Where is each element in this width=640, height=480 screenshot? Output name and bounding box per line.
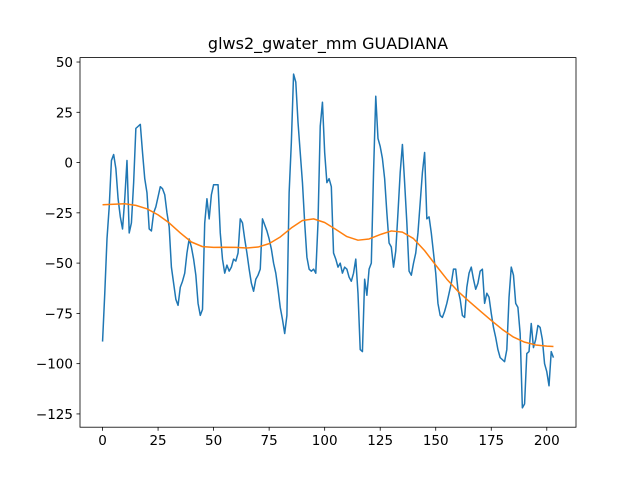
x-tick-label: 175 [478, 433, 504, 449]
x-tick-label: 0 [98, 433, 107, 449]
y-tick-label: −50 [45, 256, 74, 272]
x-tick-label: 150 [423, 433, 449, 449]
x-tick-label: 50 [205, 433, 222, 449]
x-tick-label: 25 [149, 433, 166, 449]
y-tick-label: −25 [45, 206, 74, 222]
y-tick-label: −100 [36, 357, 73, 373]
data-line [101, 73, 555, 409]
data-line [102, 203, 554, 348]
y-tick-label: 50 [56, 55, 73, 71]
x-tick-label: 75 [261, 433, 278, 449]
axes-frame [79, 57, 577, 428]
y-tick-label: −125 [36, 407, 73, 423]
chart-title: glws2_gwater_mm GUADIANA [208, 34, 448, 54]
x-tick-label: 200 [534, 433, 560, 449]
y-tick-label: 25 [56, 105, 73, 121]
y-tick-label: 0 [64, 156, 73, 172]
y-tick-label: −75 [45, 306, 74, 322]
x-tick-label: 125 [367, 433, 393, 449]
x-tick-label: 100 [312, 433, 338, 449]
